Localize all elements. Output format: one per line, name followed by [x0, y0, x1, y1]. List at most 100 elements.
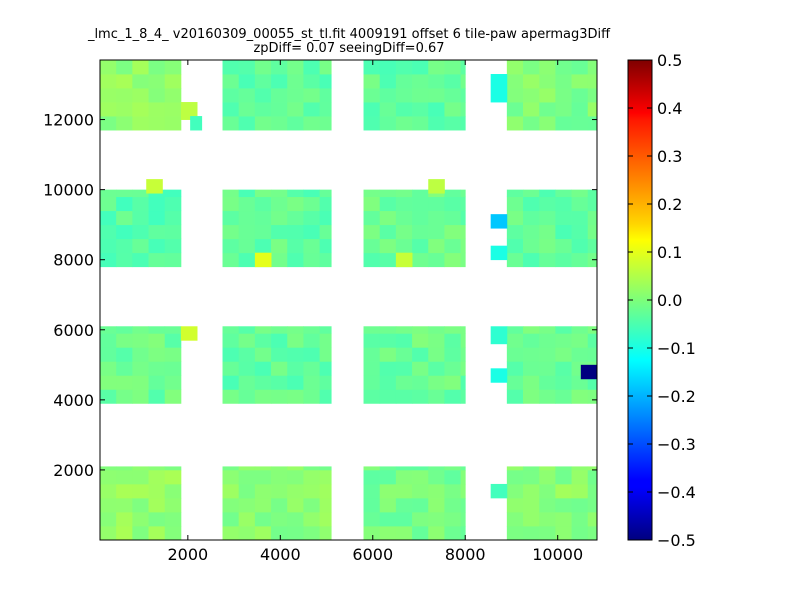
- heatmap-cell: [148, 326, 166, 334]
- heatmap-cell: [523, 511, 540, 527]
- heatmap-cell: [523, 196, 540, 212]
- heatmap-cell: [506, 347, 524, 362]
- heatmap-cell: [254, 102, 272, 117]
- heatmap-cell: [555, 189, 572, 198]
- colorbar-tick-label: −0.4: [657, 483, 696, 502]
- heatmap-cell: [395, 483, 413, 499]
- heatmap-cell: [132, 60, 149, 75]
- heatmap-cell: [506, 375, 524, 390]
- heatmap-cell: [100, 102, 117, 117]
- heatmap-cell: [523, 210, 540, 226]
- heatmap-cell: [254, 189, 272, 198]
- heatmap-cell: [412, 102, 429, 117]
- heatmap-cell: [428, 466, 445, 471]
- heatmap-cell: [238, 375, 256, 390]
- heatmap-cell: [363, 238, 381, 254]
- heatmap-cell: [132, 375, 149, 390]
- heatmap-cell: [587, 224, 598, 240]
- heatmap-cell: [132, 74, 149, 89]
- heatmap-cell: [555, 252, 572, 268]
- colorbar-tick-label: −0.1: [657, 339, 696, 358]
- heatmap-cell: [490, 368, 508, 383]
- heatmap-cell: [379, 196, 397, 212]
- heatmap-cell: [116, 389, 133, 404]
- heatmap-cell: [363, 361, 381, 376]
- heatmap-cell: [428, 525, 445, 541]
- heatmap-cell: [363, 469, 381, 485]
- heatmap-cell: [555, 525, 572, 541]
- heatmap-cell: [100, 88, 117, 103]
- heatmap-cell: [539, 60, 556, 75]
- heatmap-cell: [319, 375, 332, 390]
- heatmap-cell: [254, 466, 272, 471]
- heatmap-cell: [395, 497, 413, 513]
- heatmap-cell: [363, 210, 381, 226]
- y-tick-label: 10000: [43, 181, 94, 200]
- heatmap-cell: [148, 74, 166, 89]
- heatmap-cell: [116, 483, 133, 499]
- heatmap-cell: [254, 60, 272, 75]
- heatmap-cell: [100, 525, 117, 541]
- y-axis: 2000 4000 6000 8000 10000 12000: [43, 111, 597, 480]
- heatmap-cell: [395, 116, 413, 131]
- heatmap-cell: [303, 333, 320, 348]
- heatmap-cell: [555, 483, 572, 499]
- heatmap-cell: [100, 511, 117, 527]
- heatmap-cell: [571, 252, 589, 268]
- heatmap-cell: [116, 74, 133, 89]
- heatmap-cell: [132, 347, 149, 362]
- heatmap-cell: [254, 389, 272, 404]
- heatmap-cell: [287, 375, 304, 390]
- heatmap-cell: [412, 361, 429, 376]
- heatmap-cell: [287, 189, 304, 198]
- heatmap-cell: [100, 196, 117, 212]
- colorbar-tick-label: −0.3: [657, 435, 696, 454]
- heatmap-cell: [271, 483, 288, 499]
- heatmap-cell: [571, 497, 589, 513]
- heatmap-cell: [271, 375, 288, 390]
- heatmap-cell: [428, 210, 445, 226]
- heatmap-cell: [587, 60, 598, 75]
- heatmap-cell: [506, 389, 524, 404]
- heatmap-cell: [319, 469, 332, 485]
- heatmap-cell: [444, 466, 462, 471]
- heatmap-cell: [271, 102, 288, 117]
- heatmap-cell: [523, 525, 540, 541]
- heatmap-cell: [238, 88, 256, 103]
- heatmap-cell: [555, 361, 572, 376]
- heatmap-cell: [146, 179, 163, 194]
- heatmap-cell: [222, 333, 240, 348]
- heatmap-cell: [363, 74, 381, 89]
- heatmap-cell: [395, 74, 413, 89]
- heatmap-cell: [148, 210, 166, 226]
- heatmap-cell: [164, 224, 182, 240]
- heatmap-cell: [395, 333, 413, 348]
- heatmap-cell: [395, 347, 413, 362]
- heatmap-cell: [539, 74, 556, 89]
- y-tick-label: 4000: [53, 391, 94, 410]
- heatmap-cell: [428, 238, 445, 254]
- heatmap-cell: [238, 466, 256, 471]
- heatmap-cell: [506, 88, 524, 103]
- heatmap-cell: [271, 347, 288, 362]
- heatmap-cell: [303, 189, 320, 198]
- heatmap-cell: [132, 189, 149, 198]
- heatmap-cell: [238, 238, 256, 254]
- colorbar-tick-label: 0.4: [657, 99, 682, 118]
- heatmap-cell: [587, 347, 598, 362]
- heatmap-cell: [571, 116, 589, 131]
- heatmap-cell: [539, 196, 556, 212]
- heatmap-cell: [148, 88, 166, 103]
- heatmap-cell: [254, 511, 272, 527]
- heatmap-cell: [506, 210, 524, 226]
- heatmap-cell: [303, 375, 320, 390]
- heatmap-cell: [571, 102, 589, 117]
- heatmap-cell: [428, 224, 445, 240]
- heatmap-cell: [506, 238, 524, 254]
- heatmap-cell: [412, 74, 429, 89]
- colorbar-tick-label: 0.5: [657, 51, 682, 70]
- heatmap-cell: [164, 347, 182, 362]
- heatmap-cell: [116, 189, 133, 198]
- heatmap-cell: [363, 347, 381, 362]
- heatmap-cell: [460, 511, 466, 527]
